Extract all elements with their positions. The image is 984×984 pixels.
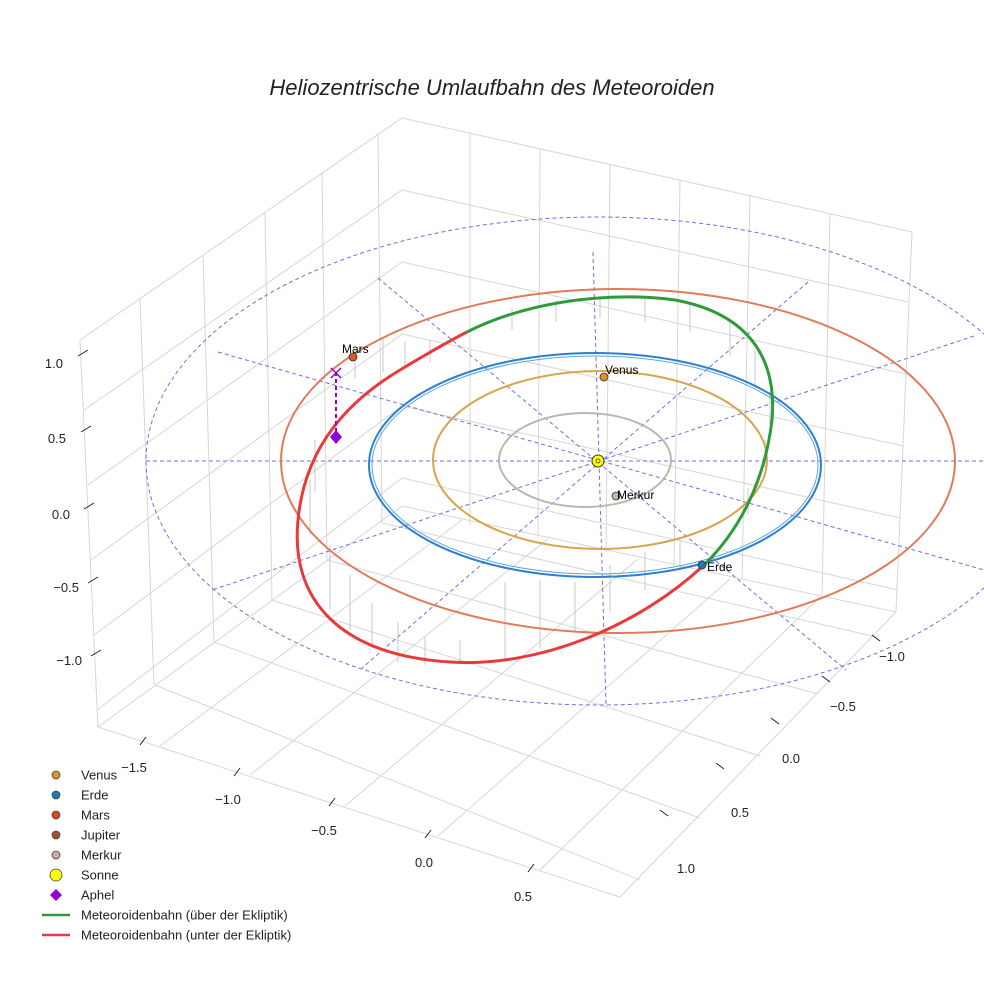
planet-label-merkur: Merkur — [617, 488, 654, 502]
legend-label: Merkur — [81, 848, 122, 863]
legend-marker — [51, 830, 61, 840]
box-grid — [79, 117, 913, 898]
x-tick-label: −1.5 — [121, 760, 147, 775]
planet-mars — [348, 352, 358, 362]
planet-orbits — [280, 288, 956, 634]
legend-marker — [51, 790, 61, 800]
aphel-projection-cross-icon — [330, 367, 342, 379]
legend-label: Mars — [81, 808, 110, 823]
legend-marker — [51, 810, 61, 820]
planets: Venus Erde Mars Merkur — [342, 342, 733, 574]
x-tick-label: −1.0 — [215, 792, 241, 807]
sun-core — [595, 458, 601, 464]
orbit-erde-inner — [371, 355, 819, 575]
legend-label: Venus — [81, 768, 118, 783]
y-tick-label: 1.0 — [677, 861, 695, 876]
legend-label: Meteoroidenbahn (über der Ekliptik) — [81, 908, 288, 923]
y-tick-label: 0.5 — [731, 805, 749, 820]
legend-label: Sonne — [81, 868, 119, 883]
sun — [591, 454, 605, 468]
planet-venus — [599, 372, 609, 382]
aphel-marker — [330, 367, 342, 444]
orbit-mars — [280, 288, 956, 634]
aphel-diamond-icon — [330, 430, 342, 444]
meteoroid-orbit-below — [295, 330, 706, 665]
y-tick-label: −1.0 — [879, 649, 905, 664]
meteoroid-orbit-above — [466, 295, 775, 567]
legend-label: Meteoroidenbahn (unter der Ekliptik) — [81, 928, 291, 943]
z-axis: 1.0 0.5 0.0 −0.5 −1.0 — [45, 349, 102, 668]
legend-marker — [51, 770, 61, 780]
planet-label-mars: Mars — [342, 342, 369, 356]
planet-erde — [697, 560, 707, 570]
x-tick-label: −0.5 — [311, 823, 337, 838]
legend-label: Jupiter — [81, 828, 121, 843]
z-tick-label: 0.0 — [52, 507, 70, 522]
z-tick-label: −1.0 — [56, 653, 82, 668]
z-tick-label: −0.5 — [53, 580, 79, 595]
orbit-venus — [432, 370, 768, 550]
chart-title: Heliozentrische Umlaufbahn des Meteoroid… — [269, 75, 714, 100]
legend-marker — [50, 889, 62, 901]
x-tick-label: 0.0 — [415, 855, 433, 870]
legend-label: Aphel — [81, 888, 114, 903]
y-axis: −1.0 −0.5 0.0 0.5 1.0 — [659, 634, 905, 876]
y-tick-label: −0.5 — [830, 699, 856, 714]
planet-label-erde: Erde — [707, 560, 733, 574]
legend-label: Erde — [81, 788, 108, 803]
x-tick-label: 0.5 — [514, 889, 532, 904]
z-tick-label: 0.5 — [48, 431, 66, 446]
legend-marker — [49, 868, 63, 882]
z-tick-label: 1.0 — [45, 356, 63, 371]
planet-merkur — [611, 491, 621, 501]
y-tick-label: 0.0 — [782, 751, 800, 766]
planet-label-venus: Venus — [605, 363, 638, 377]
legend: Venus Erde Mars Jupiter Merkur Sonne Aphel Mete… — [42, 768, 291, 943]
orbit-erde — [368, 352, 822, 578]
x-axis: −1.5 −1.0 −0.5 0.0 0.5 — [121, 736, 535, 904]
orbit-merkur — [498, 412, 672, 508]
legend-marker — [51, 850, 61, 860]
